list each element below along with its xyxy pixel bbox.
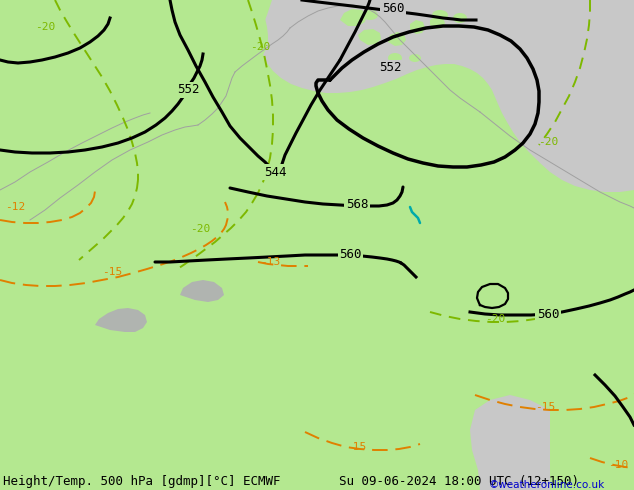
Polygon shape <box>195 0 268 70</box>
Text: -20: -20 <box>538 137 558 147</box>
Polygon shape <box>0 280 634 490</box>
Text: Height/Temp. 500 hPa [gdmp][°C] ECMWF: Height/Temp. 500 hPa [gdmp][°C] ECMWF <box>3 474 281 488</box>
Polygon shape <box>180 280 224 302</box>
Polygon shape <box>240 0 634 180</box>
Text: -15: -15 <box>346 442 366 452</box>
Text: -20: -20 <box>190 224 210 234</box>
Text: -20: -20 <box>35 22 55 32</box>
Polygon shape <box>470 395 550 490</box>
Text: Su 09-06-2024 18:00 UTC (12+150): Su 09-06-2024 18:00 UTC (12+150) <box>339 474 579 488</box>
Polygon shape <box>430 16 445 29</box>
Polygon shape <box>445 0 450 25</box>
Ellipse shape <box>432 10 448 20</box>
Text: 552: 552 <box>177 83 199 97</box>
Polygon shape <box>340 9 367 26</box>
Polygon shape <box>410 20 425 34</box>
Polygon shape <box>280 0 450 80</box>
Polygon shape <box>330 16 358 35</box>
Ellipse shape <box>453 13 467 23</box>
Text: 560: 560 <box>537 308 559 320</box>
Ellipse shape <box>362 10 378 20</box>
Polygon shape <box>388 32 406 46</box>
Text: -20: -20 <box>250 42 270 52</box>
Text: 560: 560 <box>339 248 362 262</box>
Polygon shape <box>305 34 340 58</box>
Polygon shape <box>0 0 130 490</box>
Text: -13: -13 <box>260 257 280 267</box>
Text: 560: 560 <box>382 2 404 15</box>
Polygon shape <box>451 100 487 139</box>
Polygon shape <box>358 29 381 45</box>
Text: ©weatheronline.co.uk: ©weatheronline.co.uk <box>488 480 604 490</box>
Polygon shape <box>474 140 522 192</box>
Text: -10: -10 <box>608 460 628 470</box>
Text: -15: -15 <box>102 267 122 277</box>
Polygon shape <box>279 0 634 192</box>
Text: 544: 544 <box>264 166 286 178</box>
Text: 568: 568 <box>346 198 368 212</box>
Text: 552: 552 <box>378 62 401 74</box>
Polygon shape <box>95 308 147 332</box>
Text: -12: -12 <box>5 202 25 212</box>
Text: -20: -20 <box>485 314 505 324</box>
Ellipse shape <box>409 54 421 62</box>
Ellipse shape <box>388 53 402 63</box>
Text: -15: -15 <box>535 402 555 412</box>
